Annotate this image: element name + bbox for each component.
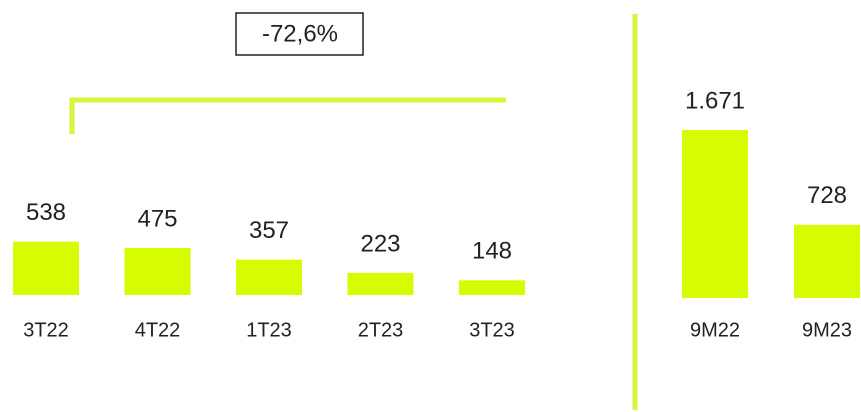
bar: [459, 280, 525, 295]
bar: [13, 241, 79, 295]
value-label: 728: [807, 182, 847, 209]
annotation: -72,6%: [262, 20, 338, 47]
value-label: 538: [26, 199, 66, 226]
x-tick-label: 9M22: [690, 319, 740, 341]
value-label: 1.671: [685, 87, 745, 114]
value-label: 148: [472, 238, 512, 265]
x-tick-label: 3T23: [469, 319, 515, 341]
x-tick-label: 3T22: [23, 319, 69, 341]
value-label: 223: [360, 230, 400, 257]
annotation-box: [235, 12, 364, 56]
x-tick-label: 9M23: [802, 319, 852, 341]
bar: [236, 259, 302, 295]
bar: [347, 272, 414, 295]
bar: [682, 130, 748, 298]
x-tick-label: 1T23: [246, 319, 292, 341]
bar: [124, 247, 191, 295]
bracket: [69, 97, 506, 134]
value-label: 475: [137, 205, 177, 232]
value-label: 357: [249, 217, 289, 244]
x-tick-label: 2T23: [358, 319, 404, 341]
x-tick-label: 4T22: [135, 319, 181, 341]
bar: [794, 224, 860, 298]
